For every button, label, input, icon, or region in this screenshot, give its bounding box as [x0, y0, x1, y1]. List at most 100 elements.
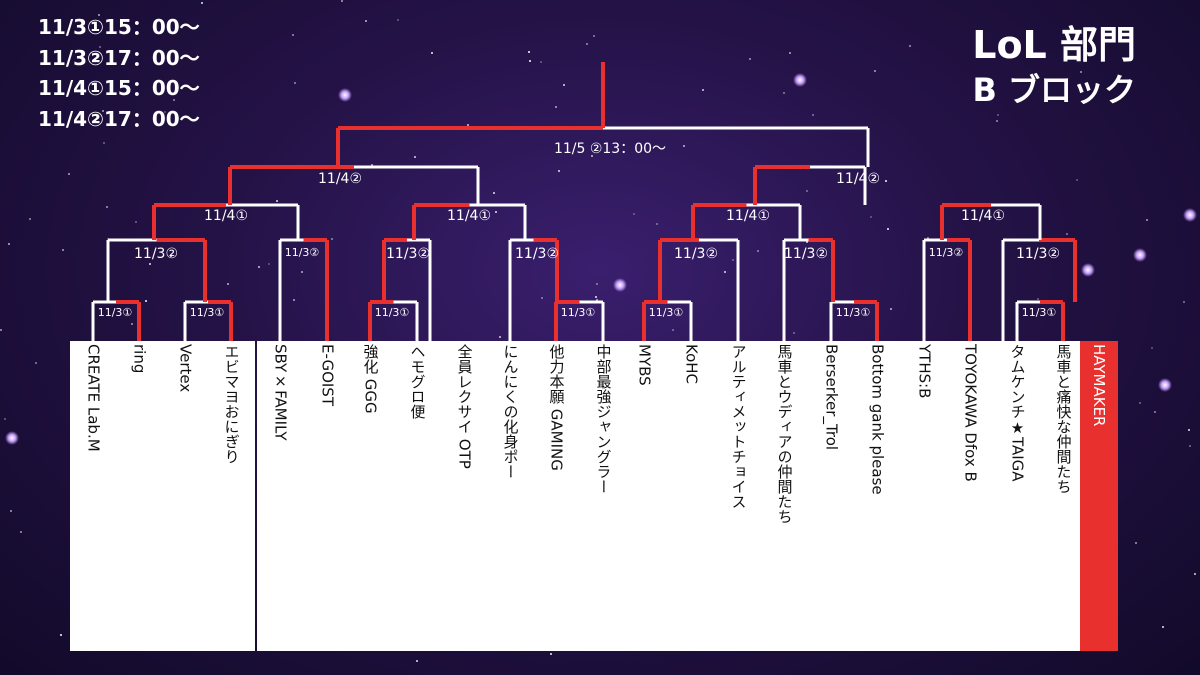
star: [555, 105, 558, 108]
star: [99, 46, 102, 49]
star: [34, 362, 37, 365]
team-entry: エビマヨおにぎり: [208, 341, 255, 651]
star: [1135, 541, 1138, 544]
team-entry: MYBS: [621, 341, 668, 651]
team-name: ヘモグロ便: [408, 344, 427, 419]
round-label: 11/4①: [726, 208, 770, 224]
star: [4, 418, 7, 421]
team-entry: SBY×FAMILY: [257, 341, 304, 651]
team-name: 中部最強ジャングラー: [594, 344, 613, 494]
glow-star: [793, 73, 807, 87]
team-entry: KoHC: [668, 341, 715, 651]
schedule-list: 11/3①15：00～ 11/3②17：00～ 11/4①15：00～ 11/4…: [38, 12, 200, 134]
star: [1080, 70, 1083, 73]
team-entry: TOYOKAWA Dfox B: [947, 341, 994, 651]
team-entry: にんにくの化身ポー: [487, 341, 534, 651]
star: [130, 322, 133, 325]
team-name: Bottom gank please: [868, 344, 887, 495]
team-name: KoHC: [682, 344, 701, 385]
team-name: ring: [130, 344, 149, 374]
star: [1146, 219, 1149, 222]
round-label: 11/4①: [447, 208, 491, 224]
star: [103, 142, 106, 145]
star: [0, 328, 3, 331]
round-label: 11/3①: [1021, 306, 1057, 319]
star: [1187, 428, 1190, 431]
star: [748, 58, 751, 61]
team-name: 強化 GGG: [361, 344, 380, 414]
star: [135, 221, 138, 224]
star: [20, 530, 23, 533]
star: [550, 652, 553, 655]
star: [540, 60, 543, 63]
team-name: E-GOIST: [318, 344, 337, 406]
star: [172, 99, 175, 102]
star: [148, 263, 151, 266]
team-entry: 馬車とウディアの仲間たち: [761, 341, 808, 651]
star: [370, 163, 373, 166]
star: [633, 212, 636, 215]
star: [783, 91, 786, 94]
star: [98, 14, 101, 17]
team-name: タムケンチ★TAIGA: [1008, 344, 1027, 482]
team-name: エビマヨおにぎり: [222, 344, 241, 464]
star: [68, 173, 71, 176]
star: [1036, 297, 1039, 300]
star: [300, 271, 303, 274]
star: [869, 215, 872, 218]
star: [267, 263, 270, 266]
team-entry: 馬車と痛快な仲間たち: [1040, 341, 1087, 651]
star: [594, 296, 597, 299]
round-label: 11/3①: [97, 306, 133, 319]
team-name: 他力本願 GAMING: [547, 344, 566, 471]
star: [292, 34, 295, 37]
star: [102, 110, 105, 113]
star: [466, 124, 469, 127]
page-title: LoL 部門 B ブロック: [972, 22, 1136, 112]
star: [927, 237, 930, 240]
star: [294, 82, 297, 85]
star: [788, 51, 791, 54]
star: [557, 169, 560, 172]
team-name: YTHS:B: [915, 344, 934, 399]
star: [8, 242, 11, 245]
star: [414, 156, 417, 159]
team-entry: アルティメットチョイス: [715, 341, 762, 651]
schedule-item: 11/3①15：00～: [38, 15, 200, 39]
team-entry: 強化 GGG: [347, 341, 394, 651]
team-name: 馬車と痛快な仲間たち: [1054, 344, 1073, 494]
team-name: CREATE Lab.M: [84, 344, 103, 452]
star: [498, 335, 501, 338]
star: [996, 120, 999, 123]
round-label: 11/4①: [204, 208, 248, 224]
star: [1138, 402, 1141, 405]
team-entry: Bottom gank please: [854, 341, 901, 651]
team-name: Berserker_Trol: [822, 344, 841, 451]
star: [562, 84, 565, 87]
star: [595, 283, 598, 286]
team-entry: タムケンチ★TAIGA: [994, 341, 1041, 651]
star: [60, 633, 63, 636]
star: [806, 241, 809, 244]
star: [163, 111, 166, 114]
team-name: HAYMAKER: [1090, 344, 1108, 427]
star: [723, 271, 726, 274]
star: [331, 238, 334, 241]
star: [596, 299, 599, 302]
star: [683, 145, 686, 148]
star: [1193, 572, 1196, 575]
team-name: Vertex: [176, 344, 195, 393]
glow-star: [1183, 208, 1197, 222]
team-entry: Berserker_Trol: [808, 341, 855, 651]
star: [495, 210, 498, 213]
team-entry: 中部最強ジャングラー: [580, 341, 627, 651]
star: [672, 328, 675, 331]
star: [732, 259, 735, 262]
round-label: 11/4②: [836, 171, 880, 187]
schedule-item: 11/3②17：00～: [38, 45, 200, 70]
schedule-item: 11/4②17：00～: [38, 106, 200, 131]
star: [529, 60, 532, 63]
star: [416, 659, 419, 662]
star: [10, 510, 13, 513]
round-label: 11/3①: [374, 306, 410, 319]
